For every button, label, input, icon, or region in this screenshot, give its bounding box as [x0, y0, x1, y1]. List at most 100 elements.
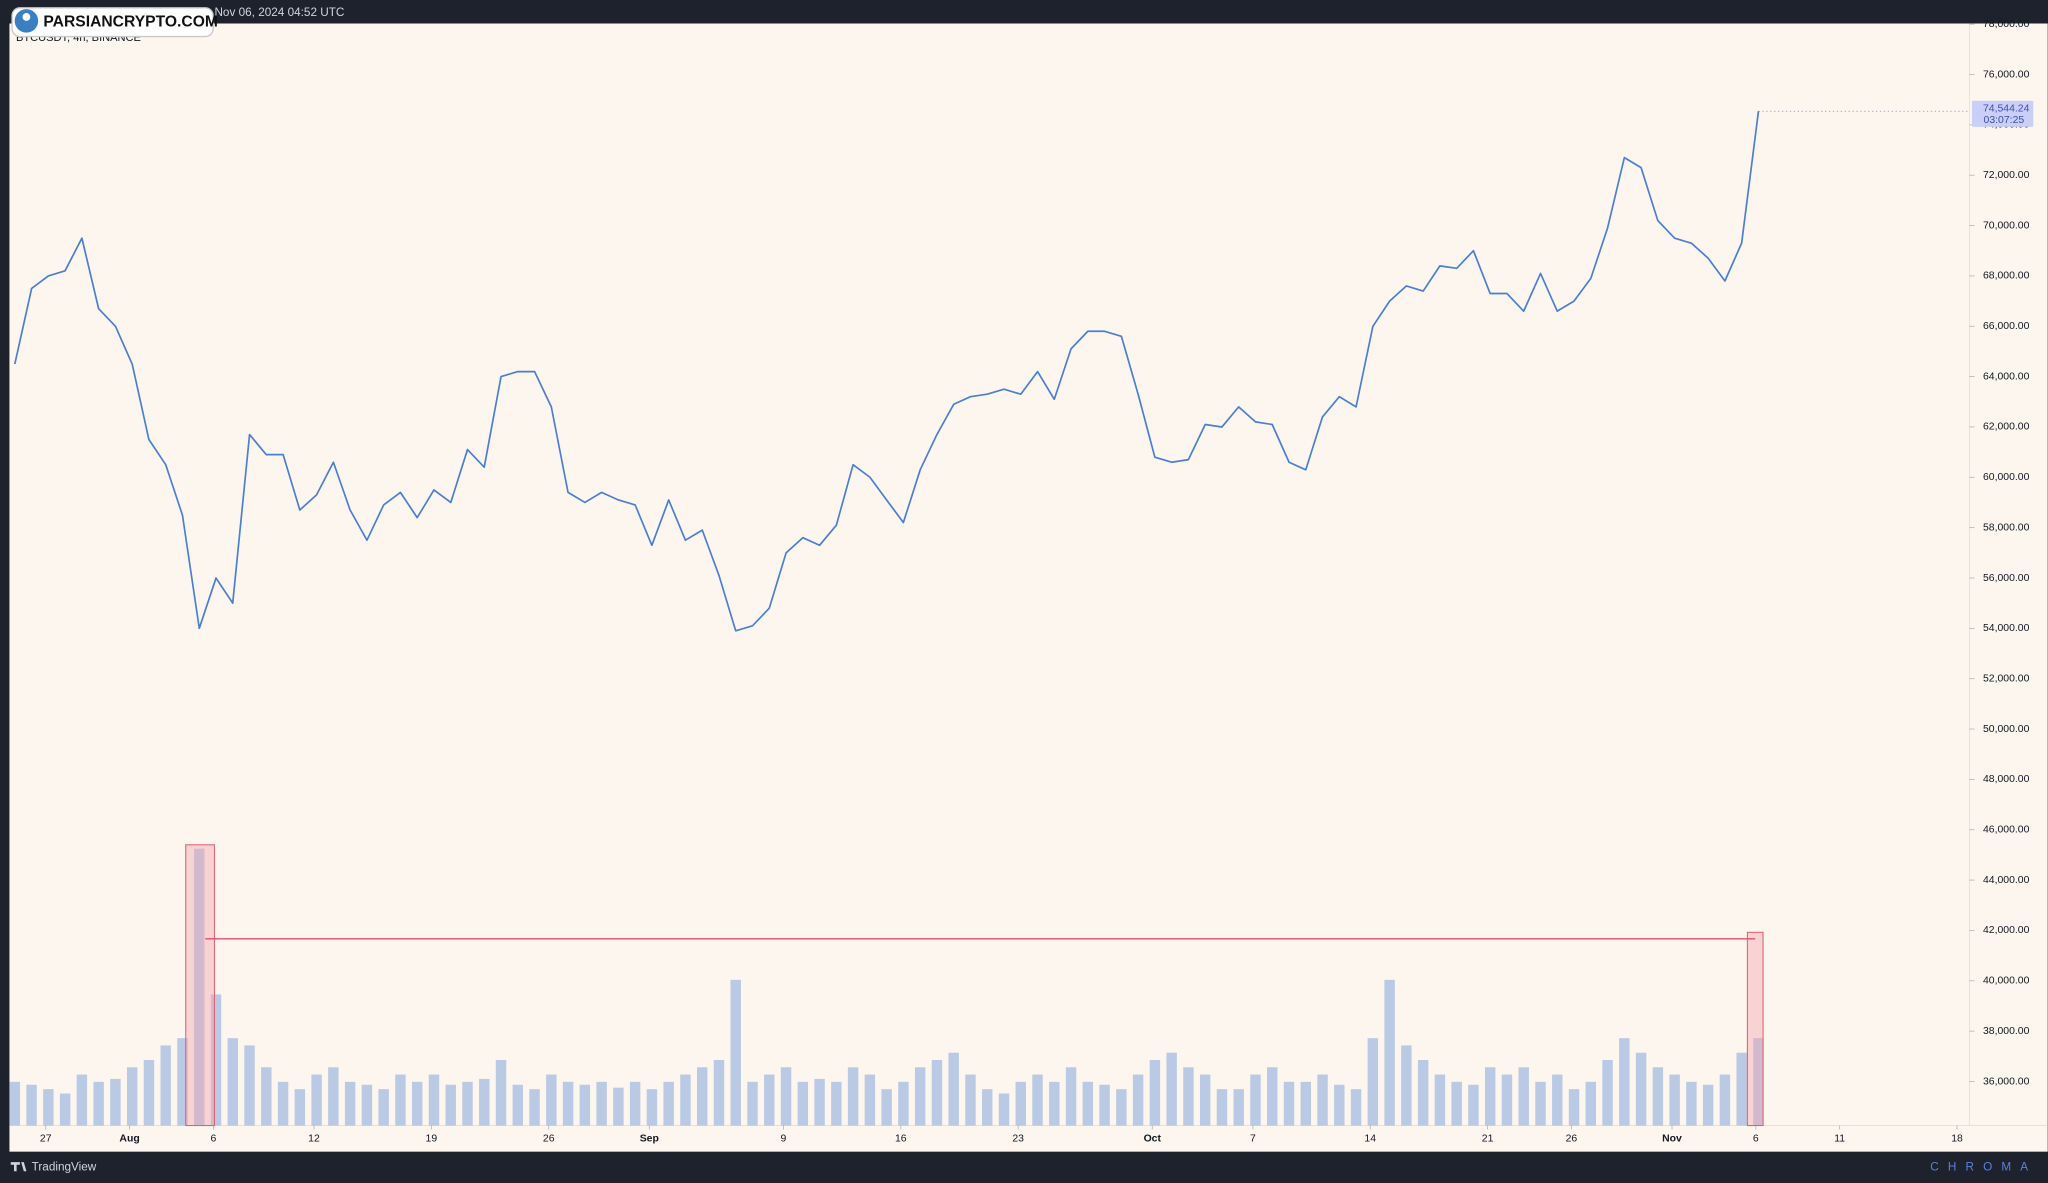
y-tick-label: 62,000.00 — [1983, 422, 2030, 433]
chart-area — [9, 23, 2048, 1152]
volume-bar — [965, 1074, 976, 1126]
volume-bar — [814, 1078, 825, 1126]
volume-bar — [1552, 1074, 1563, 1126]
y-tick-label: 56,000.00 — [1983, 573, 2030, 584]
y-tick-label: 68,000.00 — [1983, 271, 2030, 282]
volume-bar — [1015, 1081, 1026, 1126]
x-tick-label: 19 — [426, 1133, 438, 1144]
volume-bar — [1300, 1081, 1312, 1126]
volume-bar — [982, 1089, 993, 1126]
volume-bar — [613, 1087, 624, 1126]
x-tick-label: 16 — [895, 1133, 907, 1144]
volume-bar — [546, 1074, 557, 1126]
volume-bar — [9, 1081, 21, 1126]
volume-bar — [495, 1059, 507, 1126]
volume-bar — [126, 1067, 138, 1126]
last-price-label: 74,544.24 — [1983, 103, 2030, 114]
volume-bar — [1350, 1089, 1362, 1126]
volume-bar — [261, 1067, 272, 1126]
volume-bar — [914, 1067, 926, 1126]
x-tick-label: 21 — [1482, 1133, 1494, 1144]
volume-bar — [1384, 979, 1395, 1126]
volume-bar — [1149, 1059, 1161, 1126]
volume-bar — [1568, 1089, 1580, 1126]
y-tick-label: 66,000.00 — [1983, 321, 2030, 332]
volume-bar — [361, 1084, 373, 1126]
x-tick-label: 9 — [781, 1133, 787, 1144]
brand: TradingView — [32, 1160, 97, 1173]
watermark-logo-dot — [22, 13, 31, 21]
volume-bar — [1132, 1074, 1144, 1126]
volume-bar — [1619, 1038, 1630, 1126]
volume-bar — [562, 1081, 574, 1126]
volume-bar — [646, 1089, 658, 1126]
y-tick-label: 44,000.00 — [1983, 875, 2030, 886]
volume-bar — [898, 1081, 909, 1126]
volume-bar — [479, 1078, 490, 1126]
volume-bar — [713, 1059, 725, 1126]
x-tick-label: 18 — [1951, 1133, 1963, 1144]
x-tick-label: 6 — [1753, 1133, 1759, 1144]
volume-bar — [696, 1067, 708, 1126]
volume-bar — [462, 1081, 473, 1126]
volume-bar — [1602, 1059, 1613, 1126]
volume-bar — [344, 1081, 356, 1126]
x-tick-label: 14 — [1364, 1133, 1376, 1144]
volume-bar — [864, 1074, 876, 1126]
y-tick-label: 54,000.00 — [1983, 623, 2030, 634]
volume-bar — [395, 1074, 406, 1126]
volume-bar — [1099, 1084, 1110, 1126]
volume-bar — [1635, 1052, 1647, 1126]
volume-bar — [1166, 1052, 1177, 1126]
volume-bar — [110, 1078, 121, 1126]
volume-bar — [780, 1067, 792, 1126]
volume-bar — [680, 1074, 691, 1126]
volume-bar — [1401, 1045, 1412, 1126]
volume-bar — [43, 1089, 54, 1126]
volume-bar — [1753, 1038, 1764, 1126]
x-tick-label: Oct — [1144, 1133, 1162, 1144]
x-tick-label: 27 — [40, 1133, 52, 1144]
volume-bar — [998, 1093, 1010, 1126]
volume-bar — [1652, 1067, 1664, 1126]
y-tick-label: 64,000.00 — [1983, 371, 2030, 382]
volume-bar — [428, 1074, 440, 1126]
volume-bar — [277, 1081, 289, 1126]
volume-bar — [1501, 1074, 1513, 1126]
volume-bar — [1082, 1081, 1094, 1126]
volume-bar — [177, 1038, 188, 1126]
volume-bar — [294, 1089, 306, 1126]
y-tick-label: 76,000.00 — [1983, 69, 2030, 80]
y-tick-label: 38,000.00 — [1983, 1026, 2030, 1037]
x-tick-label: 26 — [543, 1133, 555, 1144]
volume-bar — [931, 1059, 943, 1126]
volume-bar — [1451, 1081, 1462, 1126]
y-tick-label: 58,000.00 — [1983, 522, 2030, 533]
volume-bar — [1116, 1089, 1127, 1126]
x-tick-label: Aug — [119, 1133, 139, 1144]
countdown: 03:07:25 — [1984, 115, 2025, 126]
last-price-box — [1971, 100, 2034, 127]
volume-bar — [93, 1081, 104, 1126]
y-tick-label: 48,000.00 — [1983, 774, 2030, 785]
volume-bar — [663, 1081, 674, 1126]
volume-bar — [210, 994, 222, 1126]
volume-bar — [847, 1067, 859, 1126]
y-tick-label: 60,000.00 — [1983, 472, 2030, 483]
volume-bar — [1367, 1038, 1379, 1126]
volume-bar — [1585, 1081, 1597, 1126]
theme-label: CHROMA — [1930, 1160, 2037, 1173]
volume-bar — [1535, 1081, 1546, 1126]
volume-bar — [831, 1081, 842, 1126]
volume-bar — [26, 1084, 37, 1126]
volume-bar — [194, 848, 205, 1126]
y-tick-label: 42,000.00 — [1983, 925, 2030, 936]
volume-bar — [1317, 1074, 1328, 1126]
y-tick-label: 46,000.00 — [1983, 825, 2030, 836]
volume-bar — [76, 1074, 88, 1126]
volume-bar — [797, 1081, 809, 1126]
volume-bar — [1484, 1067, 1496, 1126]
volume-bar — [445, 1084, 456, 1126]
plot: 36,000.00 38,000.00 40,000.00 42,000.00 44,0… — [9, 19, 2030, 1144]
